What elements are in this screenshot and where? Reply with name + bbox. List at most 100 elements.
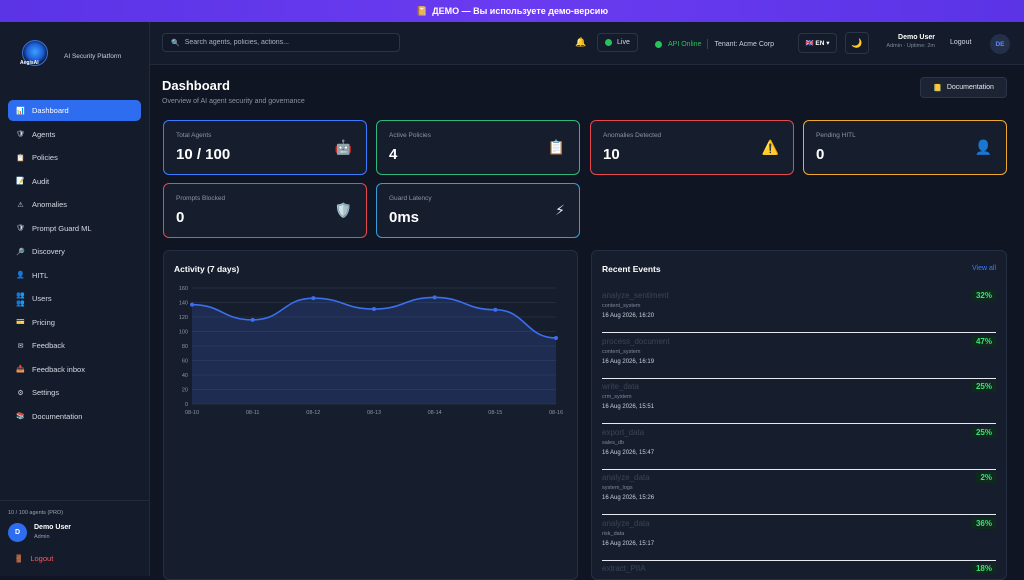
page-subtitle: Overview of AI agent security and govern… [162, 98, 305, 105]
nav-icon: 🔎 [16, 248, 25, 256]
sidebar-item-policies[interactable]: 📋 Policies [8, 147, 141, 168]
live-status-dot [605, 39, 612, 46]
stat-icon: 👤 [974, 139, 992, 155]
sidebar-item-prompt-guard-ml[interactable]: 🛡 Prompt Guard ML [8, 218, 141, 239]
event-score-badge: 25% [971, 381, 996, 392]
stat-card-pending-hitl[interactable]: Pending HITL 0 👤 [803, 120, 1007, 175]
sidebar-item-agents[interactable]: 🛡 Agents [8, 124, 141, 145]
event-row[interactable]: analyze_sentiment content_system 16 Aug 20… [602, 287, 996, 333]
event-score-badge: 18% [971, 563, 996, 574]
event-system: sales_db [602, 439, 625, 446]
stat-card-guard-latency[interactable]: Guard Latency 0ms ⚡ [376, 183, 580, 238]
y-tick-label: 140 [179, 301, 188, 307]
avatar[interactable]: D [8, 523, 27, 542]
data-point [190, 302, 194, 307]
sidebar-item-audit[interactable]: 📝 Audit [8, 171, 141, 192]
sidebar-item-label: Audit [32, 176, 50, 186]
event-row[interactable]: write_data crm_system 16 Aug 2026, 15:51 25… [602, 378, 996, 424]
nav-icon: ⚙ [17, 389, 24, 397]
stat-value: 4 [389, 146, 398, 163]
sidebar-item-label: Documentation [32, 411, 83, 421]
y-tick-label: 80 [182, 344, 188, 350]
event-title: extract_PIIA [602, 564, 646, 573]
data-point [493, 307, 498, 312]
event-row[interactable]: process_document content_system 16 Aug 202… [602, 333, 996, 379]
search-box[interactable]: 🔍 [162, 33, 400, 52]
sidebar-item-label: Feedback inbox [32, 364, 85, 374]
nav-icon: ⚠ [17, 201, 24, 209]
event-score-badge: 47% [971, 335, 996, 347]
event-score-badge: 36% [971, 517, 996, 529]
demo-banner-text: ДЕМО — Вы используете демо-версию [432, 6, 609, 16]
theme-toggle-moon-icon[interactable]: 🌙 [845, 32, 869, 54]
data-point [432, 295, 437, 300]
sidebar-logout-button[interactable]: 🚪 Logout [14, 554, 53, 563]
x-tick-label: 08-10 [185, 410, 199, 416]
stat-card-active-policies[interactable]: Active Policies 4 📋 [376, 120, 580, 175]
event-row[interactable]: extract_PIIA 18% [602, 560, 996, 579]
event-date: 16 Aug 2026, 15:26 [602, 495, 655, 501]
live-toggle[interactable]: Live [597, 33, 638, 52]
data-point [372, 307, 376, 312]
user-meta: Admin · Uptime: 2m [886, 43, 935, 49]
sidebar-item-dashboard[interactable]: 📊 Dashboard [8, 100, 141, 121]
event-title: analyze_data [602, 473, 650, 482]
nav-icon: 📚 [16, 413, 25, 420]
sidebar-item-documentation[interactable]: 📚 Documentation [8, 406, 141, 427]
stat-label: Guard Latency [389, 195, 432, 202]
sidebar-item-settings[interactable]: ⚙ Settings [8, 382, 141, 403]
user-info: Demo User Admin · Uptime: 2m [875, 34, 935, 49]
sidebar-nav: 📊 Dashboard 🛡 Agents 📋 Policies 📝 Audit ⚠ Anomali… [8, 100, 141, 429]
sidebar-item-feedback-inbox[interactable]: 📥 Feedback inbox [8, 359, 141, 380]
y-tick-label: 100 [179, 330, 188, 336]
stat-label: Active Policies [389, 132, 431, 139]
nav-icon: 💳 [16, 319, 25, 326]
event-system: crm_system [602, 394, 632, 400]
stat-icon: ⚠️ [761, 139, 779, 155]
event-score-badge: 25% [971, 426, 996, 438]
x-tick-label: 08-16 [549, 410, 563, 416]
sidebar-item-label: Discovery [32, 247, 65, 256]
language-select[interactable]: 🇬🇧 EN ▾ [798, 33, 837, 53]
event-row[interactable]: analyze_data risk_data 16 Aug 2026, 15:17 3… [602, 515, 996, 561]
stat-card-total-agents[interactable]: Total Agents 10 / 100 🤖 [163, 120, 367, 175]
logout-button[interactable]: Logout [950, 39, 972, 46]
stat-card-prompts-blocked[interactable]: Prompts Blocked 0 🛡️ [163, 183, 367, 238]
sidebar-item-label: Agents [32, 129, 56, 139]
event-score-badge: 2% [976, 472, 996, 483]
event-date: 16 Aug 2026, 16:19 [602, 358, 655, 365]
sidebar-item-label: Feedback [32, 341, 65, 350]
search-input[interactable] [184, 39, 385, 46]
recent-events-title: Recent Events [602, 264, 661, 274]
tenant-label: Tenant: Acme Corp [714, 40, 774, 48]
logo-icon[interactable] [22, 40, 48, 66]
sidebar-item-anomalies[interactable]: ⚠ Anomalies [8, 194, 141, 215]
sidebar-item-users[interactable]: 👥👥 Users [8, 288, 141, 309]
nav-icon: 👤 [16, 272, 25, 279]
nav-icon: 📋 [16, 154, 25, 162]
sidebar-item-label: Dashboard [32, 106, 69, 115]
nav-icon: 🛡 [16, 225, 25, 232]
view-all-link[interactable]: View all [972, 265, 996, 272]
bell-icon[interactable]: 🔔 [575, 37, 587, 47]
activity-chart: 0 20 40 60 80 100 120 140 160 08-10 08-11 08-12 08-1… [179, 286, 563, 416]
event-system: risk_data [602, 530, 625, 537]
nav-icon: 📥 [16, 366, 25, 373]
user-name: Demo User [898, 34, 935, 41]
data-point [311, 296, 316, 301]
x-tick-label: 08-14 [428, 410, 442, 416]
user-avatar[interactable]: DE [990, 34, 1010, 54]
stat-card-anomalies-detected[interactable]: Anomalies Detected 10 ⚠️ [590, 120, 794, 175]
sidebar-item-feedback[interactable]: ✉ Feedback [8, 335, 141, 356]
event-title: write_data [602, 382, 639, 391]
sidebar-item-pricing[interactable]: 💳 Pricing [8, 312, 141, 333]
documentation-button[interactable]: 📒 Documentation [920, 77, 1007, 98]
event-row[interactable]: export_data sales_db 16 Aug 2026, 15:47 25% [602, 424, 996, 470]
event-row[interactable]: analyze_data system_logs 16 Aug 2026, 15:2… [602, 469, 996, 515]
sidebar-item-hitl[interactable]: 👤 HITL [8, 265, 141, 286]
sidebar-item-discovery[interactable]: 🔎 Discovery [8, 241, 141, 262]
event-title: export_data [602, 427, 645, 437]
search-icon: 🔍 [171, 39, 180, 47]
stat-icon: 📋 [547, 139, 565, 155]
platform-name: AI Security Platform [64, 53, 122, 60]
